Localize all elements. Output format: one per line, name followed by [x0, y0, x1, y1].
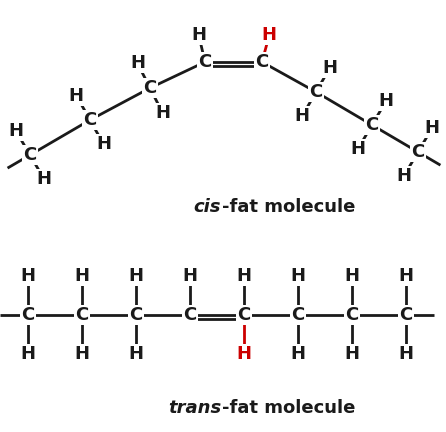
Text: cis: cis [194, 198, 221, 216]
Text: C: C [23, 146, 37, 164]
Text: C: C [75, 306, 89, 324]
Text: H: H [130, 54, 145, 72]
Text: H: H [74, 267, 90, 285]
Text: C: C [399, 306, 413, 324]
Text: H: H [69, 86, 84, 105]
Text: H: H [398, 345, 413, 363]
Text: C: C [291, 306, 305, 324]
Text: C: C [83, 111, 97, 129]
Text: C: C [198, 53, 211, 71]
Text: C: C [21, 306, 35, 324]
Text: H: H [398, 267, 413, 285]
Text: H: H [425, 119, 440, 137]
Text: H: H [344, 345, 359, 363]
Text: C: C [183, 306, 197, 324]
Text: C: C [143, 79, 157, 97]
Text: H: H [182, 267, 198, 285]
Text: H: H [379, 92, 394, 110]
Text: H: H [21, 267, 36, 285]
Text: H: H [37, 170, 52, 188]
Text: C: C [411, 143, 425, 161]
Text: H: H [74, 345, 90, 363]
Text: H: H [344, 267, 359, 285]
Text: H: H [262, 26, 277, 44]
Text: H: H [295, 107, 310, 125]
Text: H: H [236, 345, 252, 363]
Text: H: H [128, 267, 144, 285]
Text: H: H [290, 345, 306, 363]
Text: H: H [155, 104, 170, 122]
Text: H: H [350, 140, 365, 158]
Text: C: C [345, 306, 359, 324]
Text: C: C [365, 116, 379, 134]
Text: trans: trans [168, 399, 221, 417]
Text: C: C [310, 83, 322, 101]
Text: H: H [322, 59, 338, 77]
Text: C: C [129, 306, 143, 324]
Text: H: H [290, 267, 306, 285]
Text: H: H [128, 345, 144, 363]
Text: H: H [191, 26, 206, 44]
Text: C: C [237, 306, 251, 324]
Text: H: H [236, 267, 252, 285]
Text: -fat molecule: -fat molecule [222, 399, 355, 417]
Text: H: H [21, 345, 36, 363]
Text: H: H [396, 167, 411, 185]
Text: C: C [256, 53, 268, 71]
Text: H: H [96, 136, 111, 153]
Text: H: H [8, 122, 23, 140]
Text: -fat molecule: -fat molecule [222, 198, 355, 216]
